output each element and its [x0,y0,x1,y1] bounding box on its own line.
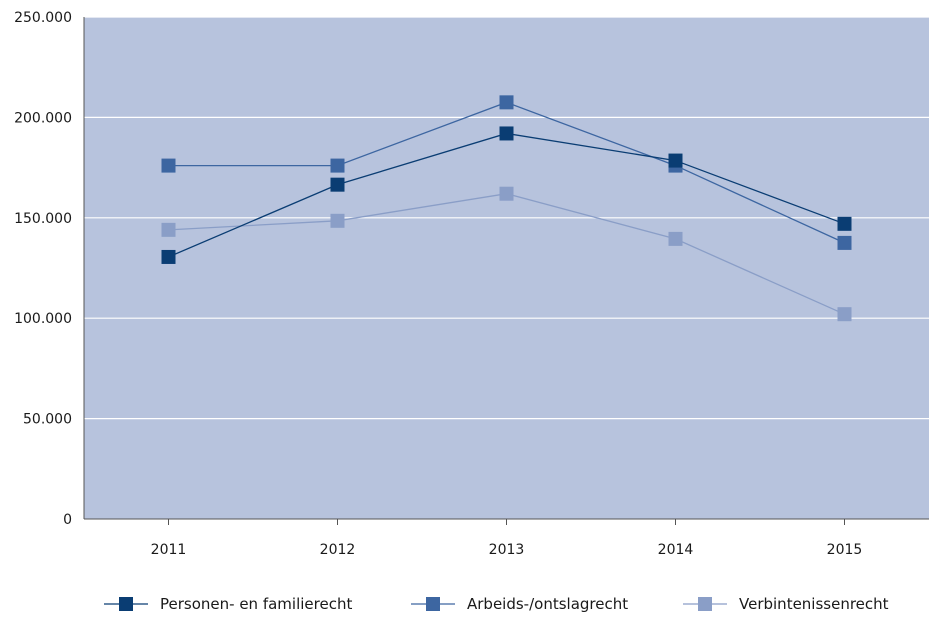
data-point [161,222,176,237]
data-point [161,158,176,173]
x-axis-ticks: 2011 2012 2013 2014 2015 [151,519,863,558]
series-1 [161,95,852,250]
legend-item: Verbintenissenrecht [683,595,889,613]
y-axis-ticks: 0 50.000 100.000 150.000 200.000 250.000 [14,10,72,528]
data-point [668,231,683,246]
data-point [837,235,852,250]
legend-label: Verbintenissenrecht [739,595,889,613]
x-tick-label: 2014 [658,542,694,558]
data-point [499,126,514,141]
data-point [837,216,852,231]
legend: Personen- en familierecht Arbeids-/ontsla… [104,595,889,613]
y-tick-label: 100.000 [14,311,72,327]
data-point [499,95,514,110]
x-tick-label: 2013 [489,542,525,558]
data-point [837,307,852,322]
series-layer [161,95,852,322]
legend-item: Arbeids-/ontslagrecht [411,595,628,613]
data-point [499,186,514,201]
legend-label: Personen- en familierecht [160,595,352,613]
x-tick-label: 2012 [320,542,356,558]
x-tick-label: 2011 [151,542,187,558]
y-tick-label: 250.000 [14,10,72,26]
y-tick-label: 50.000 [23,412,72,428]
legend-marker [119,597,133,611]
legend-marker [426,597,440,611]
legend-item: Personen- en familierecht [104,595,352,613]
data-point [330,213,345,228]
legend-marker [698,597,712,611]
series-0 [161,126,852,264]
data-point [330,177,345,192]
data-point [668,153,683,168]
y-tick-label: 150.000 [14,211,72,227]
y-tick-label: 0 [63,512,72,528]
gridlines [84,16,929,420]
plot-area [84,17,929,519]
data-point [161,249,176,264]
legend-label: Arbeids-/ontslagrecht [467,595,628,613]
series-2 [161,186,852,322]
y-tick-label: 200.000 [14,110,72,126]
data-point [330,158,345,173]
x-tick-label: 2015 [827,542,863,558]
